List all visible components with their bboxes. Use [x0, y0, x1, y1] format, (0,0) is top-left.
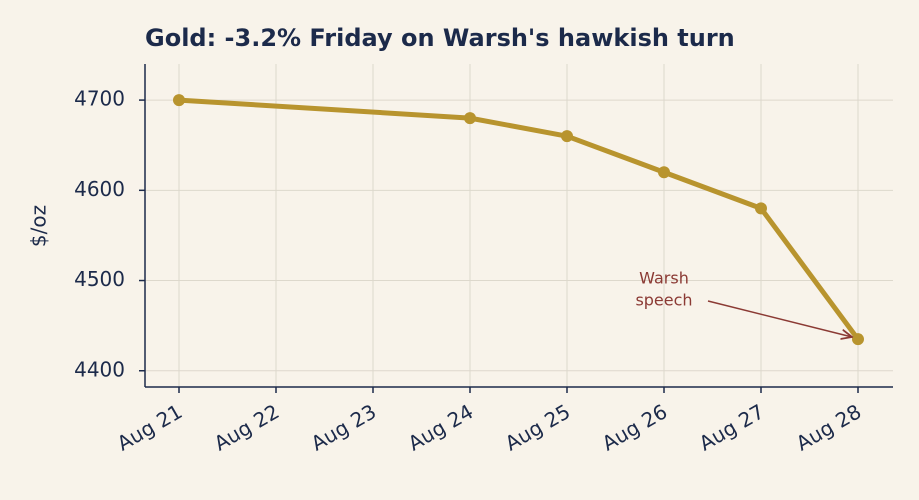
point — [755, 202, 767, 215]
y-tick-label: 4600 — [74, 177, 125, 201]
point — [852, 333, 864, 346]
annotation: Warsh — [639, 269, 689, 288]
line — [178, 97, 861, 341]
point — [173, 94, 185, 107]
y-axis-label: $/oz — [27, 205, 51, 247]
y-tick-label: 4700 — [74, 87, 125, 111]
point — [561, 130, 573, 143]
y-tick-label: 4400 — [74, 357, 125, 381]
y-tick-label: 4500 — [74, 267, 125, 291]
point — [658, 166, 670, 179]
point — [464, 112, 476, 125]
annotation-arrow — [707, 300, 852, 337]
chart-title: Gold: -3.2% Friday on Warsh's hawkish tu… — [145, 24, 735, 52]
annotation: speech — [635, 291, 692, 310]
